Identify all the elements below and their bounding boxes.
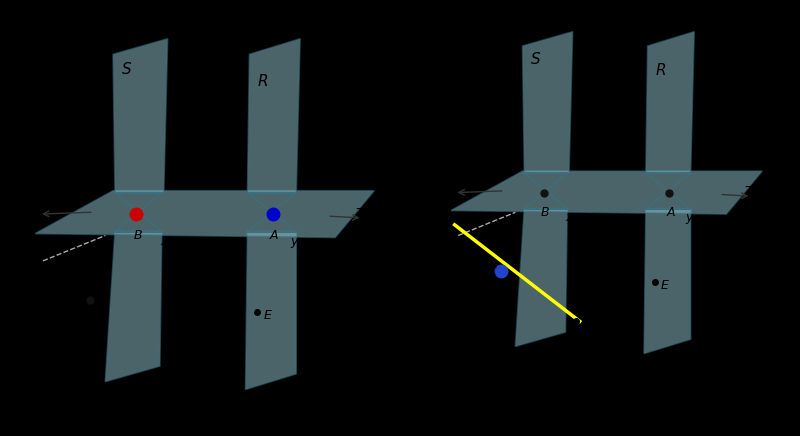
Text: $B$: $B$ [133, 229, 142, 242]
Text: $\mathit{R}$: $\mathit{R}$ [655, 61, 666, 78]
Text: $y$: $y$ [686, 212, 695, 226]
Text: $\mathit{R}$: $\mathit{R}$ [258, 72, 268, 89]
Text: D: D [426, 10, 449, 38]
Text: C: C [8, 17, 28, 45]
Text: $D$: $D$ [580, 306, 590, 319]
Text: $\mathit{v}$: $\mathit{v}$ [58, 194, 68, 208]
Text: $B$: $B$ [541, 206, 550, 219]
Polygon shape [35, 191, 374, 238]
Text: $E$: $E$ [263, 309, 273, 322]
Polygon shape [515, 209, 567, 346]
Polygon shape [113, 39, 168, 193]
Text: $y$: $y$ [290, 236, 300, 250]
Text: $D$: $D$ [175, 338, 186, 351]
Polygon shape [644, 209, 690, 354]
Text: $\mathit{T}$: $\mathit{T}$ [744, 185, 755, 199]
Polygon shape [246, 232, 296, 389]
Polygon shape [451, 171, 762, 214]
Text: $\mathit{T}$: $\mathit{T}$ [354, 207, 366, 221]
Text: $C$: $C$ [74, 294, 85, 307]
Text: $E$: $E$ [660, 279, 670, 292]
Text: $x$: $x$ [566, 211, 575, 224]
Text: $\mathit{S}$: $\mathit{S}$ [530, 51, 541, 67]
Text: $A$: $A$ [666, 206, 676, 219]
Text: $\mathit{v}$: $\mathit{v}$ [473, 174, 482, 187]
Polygon shape [646, 32, 694, 173]
Text: $A$: $A$ [269, 229, 279, 242]
Text: $z$: $z$ [16, 234, 26, 248]
Text: $z$: $z$ [433, 210, 442, 224]
Polygon shape [106, 232, 162, 382]
Text: $\mathit{S}$: $\mathit{S}$ [121, 61, 132, 77]
Polygon shape [247, 39, 300, 193]
Text: $x$: $x$ [160, 235, 170, 248]
Text: $C$: $C$ [486, 265, 498, 278]
Polygon shape [522, 32, 573, 173]
